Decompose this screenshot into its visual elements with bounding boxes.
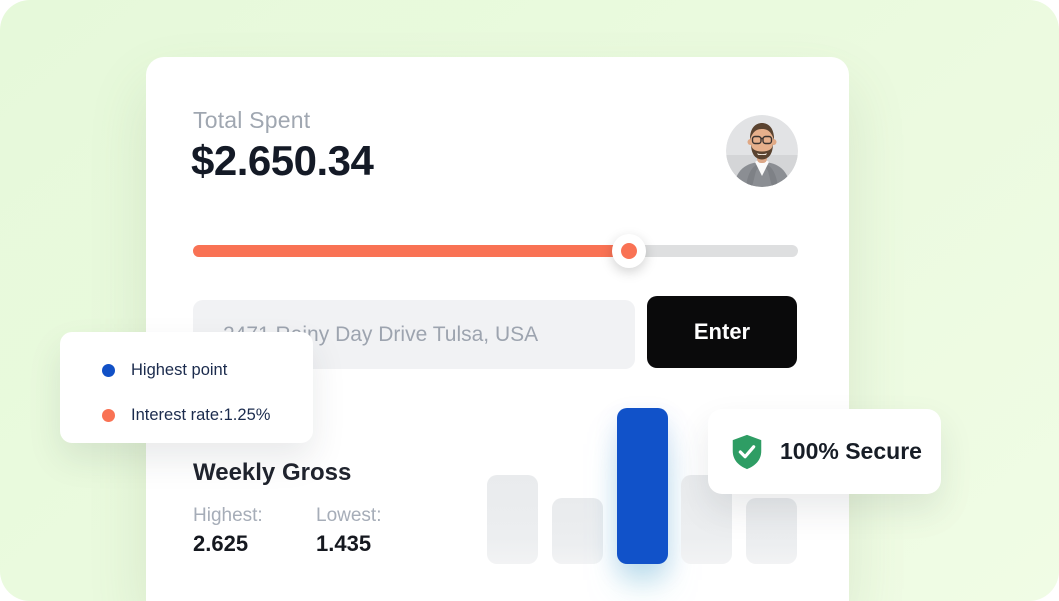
total-spent-amount: $2.650.34 <box>191 137 374 184</box>
orange-dot-icon <box>102 409 115 422</box>
avatar-illustration <box>726 115 798 187</box>
secure-badge: 100% Secure <box>708 409 941 494</box>
enter-button[interactable]: Enter <box>647 296 797 368</box>
highest-label: Highest: <box>193 505 263 526</box>
chart-bar[interactable] <box>551 498 603 564</box>
main-card: Total Spent $2.650.34 <box>146 57 849 601</box>
legend-item-highest-point: Highest point <box>102 361 313 380</box>
legend-item-interest-rate: Interest rate:1.25% <box>102 406 313 425</box>
blue-dot-icon <box>102 364 115 377</box>
lowest-label: Lowest: <box>316 505 382 526</box>
chart-legend-card: Highest point Interest rate:1.25% <box>60 332 313 443</box>
secure-badge-label: 100% Secure <box>780 438 922 464</box>
user-avatar[interactable] <box>726 115 798 187</box>
chart-bar-highlighted[interactable] <box>616 408 668 564</box>
spending-slider-fill <box>193 245 629 257</box>
lowest-value: 1.435 <box>316 531 372 556</box>
chart-bar[interactable] <box>746 498 797 564</box>
total-spent-label: Total Spent <box>193 107 311 133</box>
highest-value: 2.625 <box>193 531 249 556</box>
shield-check-icon <box>732 434 762 469</box>
chart-bar[interactable] <box>487 475 538 564</box>
weekly-gross-title: Weekly Gross <box>193 459 352 486</box>
legend-label: Highest point <box>131 361 228 379</box>
spending-slider-thumb[interactable] <box>611 234 646 268</box>
spending-slider-track[interactable] <box>193 234 798 268</box>
legend-label: Interest rate:1.25% <box>131 406 271 424</box>
